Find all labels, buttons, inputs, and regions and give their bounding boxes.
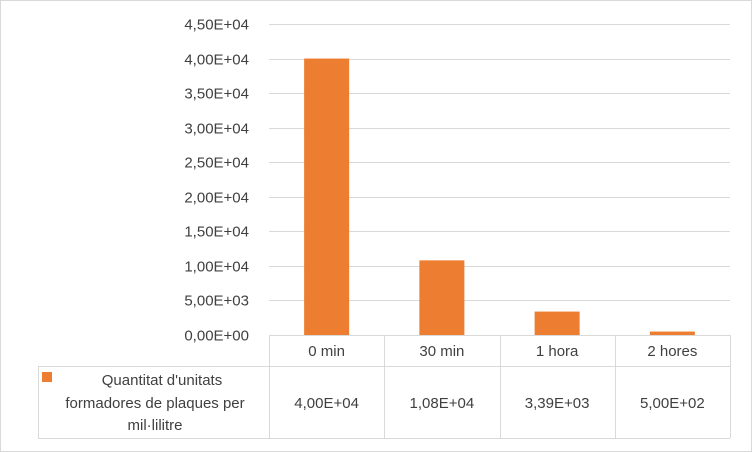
bar bbox=[419, 260, 465, 335]
y-tick-label: 0,00E+00 bbox=[184, 328, 249, 345]
y-axis-ticks: 0,00E+00 5,00E+03 1,00E+04 1,50E+04 2,00E+04… bbox=[184, 17, 249, 345]
y-tick-label: 4,00E+04 bbox=[184, 52, 249, 69]
legend-line-2: formadores de plaques per bbox=[65, 395, 244, 412]
data-table-value: 1,08E+04 bbox=[410, 395, 475, 412]
y-tick-label: 3,00E+04 bbox=[184, 121, 249, 138]
y-tick-label: 4,50E+04 bbox=[184, 17, 249, 34]
y-tick-label: 1,00E+04 bbox=[184, 259, 249, 276]
legend-line-3: mil·lilitre bbox=[128, 417, 183, 434]
data-table: Quantitat d'unitats formadores de plaque… bbox=[38, 335, 731, 439]
y-tick-label: 2,00E+04 bbox=[184, 190, 249, 207]
bars bbox=[304, 58, 695, 336]
bar bbox=[534, 311, 580, 335]
x-category-label: 1 hora bbox=[536, 343, 579, 360]
x-category-label: 2 hores bbox=[647, 343, 697, 360]
x-category-label: 30 min bbox=[419, 343, 464, 360]
x-category-label: 0 min bbox=[308, 343, 345, 360]
data-table-value: 3,39E+03 bbox=[525, 395, 590, 412]
y-tick-label: 3,50E+04 bbox=[184, 86, 249, 103]
data-table-value: 4,00E+04 bbox=[294, 395, 359, 412]
y-tick-label: 1,50E+04 bbox=[184, 224, 249, 241]
legend-swatch bbox=[42, 372, 52, 382]
legend-line-1: Quantitat d'unitats bbox=[102, 372, 222, 389]
bar bbox=[304, 58, 350, 336]
y-tick-label: 5,00E+03 bbox=[184, 293, 249, 310]
data-table-value: 5,00E+02 bbox=[640, 395, 705, 412]
bar bbox=[649, 331, 695, 335]
y-tick-label: 2,50E+04 bbox=[184, 155, 249, 172]
